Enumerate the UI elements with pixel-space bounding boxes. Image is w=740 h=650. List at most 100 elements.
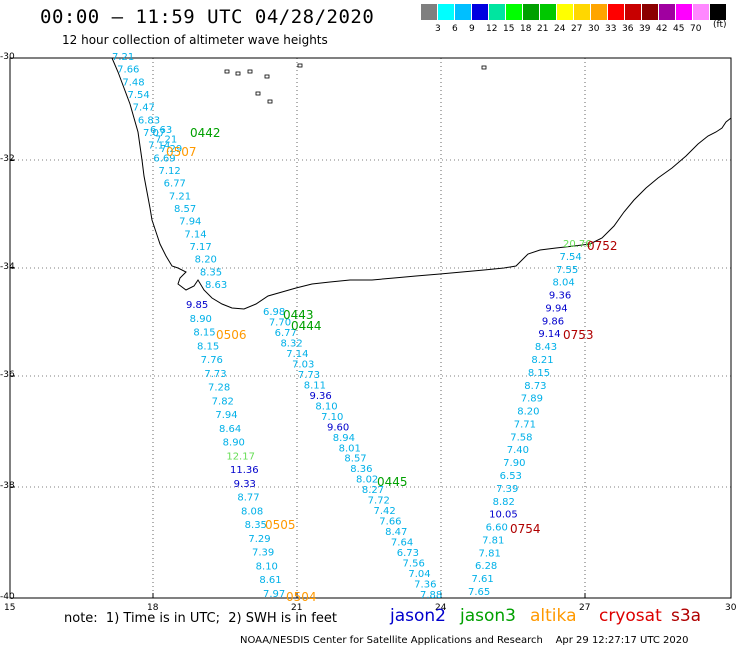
swh-value: 8.57 [344,454,366,465]
pass-time-label: 0442 [190,126,221,140]
swh-value: 7.47 [133,103,155,114]
scale-swatch [642,4,658,20]
swh-value: 7.71 [514,419,536,430]
swh-value: 7.54 [559,252,581,263]
legend-altika: altika [530,606,577,626]
swh-value: 7.17 [190,242,212,253]
swh-value: 8.90 [190,314,212,325]
swh-value: 7.07 [143,128,165,139]
swh-value: 7.89 [521,394,543,405]
swh-value: 7.48 [122,77,144,88]
swh-value: 6.60 [486,523,508,534]
swh-value: 8.08 [241,506,263,517]
pass-time-label: 0507 [166,145,197,159]
swh-value: 9.36 [310,391,332,402]
latitude-label: -34 [0,262,15,272]
swh-value: 8.10 [256,561,278,572]
legend-cryosat: cryosat [599,606,662,626]
swh-value: 8.11 [304,380,326,391]
swh-value: 8.47 [385,527,407,538]
latitude-label: -38 [0,481,15,491]
swh-value: 9.14 [538,329,560,340]
swh-value: 8.20 [195,255,217,266]
swh-value: 7.58 [510,432,532,443]
swh-value: 8.10 [315,401,337,412]
swh-value: 8.02 [356,475,378,486]
swh-value: 7.81 [482,535,504,546]
swh-value: 7.28 [208,383,230,394]
swh-value: 6.73 [397,548,419,559]
scale-label: 6 [452,24,458,34]
swh-value: 12.17 [226,451,255,462]
swh-value: 6.53 [500,471,522,482]
swh-value: 7.97 [263,589,285,600]
pass-time-label: 0444 [291,319,322,333]
swh-value: 8.35 [245,520,267,531]
swh-value: 7.36 [414,580,436,591]
swh-value: 7.21 [169,191,191,202]
scale-swatch [591,4,607,20]
swh-value: 7.73 [204,369,226,380]
swh-value: 9.33 [234,479,256,490]
swh-value: 7.81 [479,548,501,559]
swh-value: 7.73 [298,370,320,381]
swh-value: 8.32 [280,338,302,349]
swh-value: 9.85 [186,300,208,311]
scale-swatch [710,4,726,20]
swh-value: 7.72 [368,496,390,507]
swh-value: 7.94 [179,217,201,228]
swh-value: 8.15 [193,328,215,339]
swh-value: 8.04 [552,278,574,289]
longitude-label: 21 [291,603,303,613]
scale-label: 33 [605,24,617,34]
scale-label: 70 [690,24,702,34]
swh-value: 11.36 [230,465,259,476]
latitude-label: -30 [0,52,15,62]
scale-label: 30 [588,24,600,34]
scale-swatch [523,4,539,20]
scale-label: 3 [435,24,441,34]
pass-time-label: 0443 [283,308,314,322]
latitude-label: -40 [0,592,15,602]
swh-value: 7.21 [155,135,177,146]
scale-swatch [421,4,437,20]
longitude-label: 30 [725,603,737,613]
swh-value: 9.94 [545,303,567,314]
swh-value: 7.66 [379,517,401,528]
island [297,63,303,68]
longitude-label: 18 [147,603,159,613]
swh-value: 9.86 [542,316,564,327]
pass-time-label: 0505 [265,518,296,532]
swh-value: 7.40 [507,445,529,456]
footnote: note: 1) Time is in UTC; 2) SWH is in fe… [64,611,337,626]
scale-swatch [676,4,692,20]
island [224,69,230,74]
swh-value: 8.94 [333,433,355,444]
swh-value: 8.27 [362,485,384,496]
swh-value: 9.60 [327,422,349,433]
pass-time-label: 0445 [377,475,408,489]
island [247,69,253,74]
swh-value: 8.63 [205,280,227,291]
pass-time-label: 0753 [563,328,594,342]
legend-jason2: jason2 [390,606,446,626]
latitude-label: -32 [0,154,15,164]
swh-value: 20.76 [563,239,592,250]
swh-value: 8.90 [223,438,245,449]
scale-swatch [489,4,505,20]
scale-label: 9 [469,24,475,34]
pass-time-label: 0504 [286,590,317,604]
swh-value: 8.20 [517,407,539,418]
swh-value: 7.56 [403,559,425,570]
scale-swatch [455,4,471,20]
scale-swatch [472,4,488,20]
island [267,99,273,104]
scale-label: 12 [486,24,498,34]
latitude-label: -36 [0,370,15,380]
scale-label: 15 [503,24,515,34]
swh-value: 7.29 [248,534,270,545]
swh-value: 7.21 [112,52,134,63]
chart-subtitle: 12 hour collection of altimeter wave hei… [62,33,328,47]
swh-value: 8.57 [174,204,196,215]
